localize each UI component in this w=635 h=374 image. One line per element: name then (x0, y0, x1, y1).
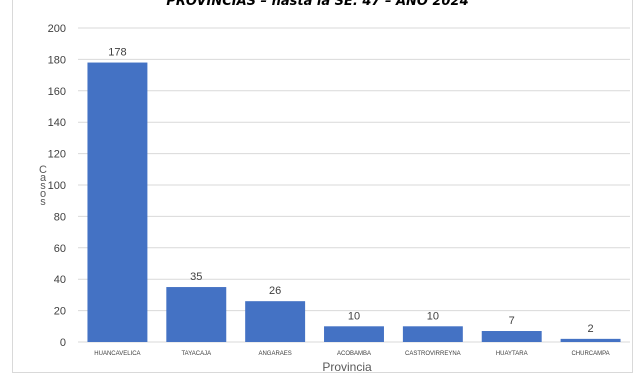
bar (166, 287, 227, 342)
y-axis-label-letter: a (40, 172, 47, 184)
x-tick-label: HUANCAVELICA (94, 351, 140, 357)
y-axis-label-letter: s (40, 196, 46, 208)
x-tick-label: TAYACAJA (181, 351, 211, 357)
y-axis-label-letter: s (40, 180, 46, 192)
bar (87, 62, 148, 342)
data-label: 2 (588, 323, 594, 335)
x-tick-label: CHURCAMPA (571, 351, 609, 357)
y-tick-label: 80 (54, 211, 66, 223)
gridlines (78, 27, 630, 343)
y-tick-label: 180 (48, 54, 66, 66)
data-labels: 178 35 26 10 10 7 2 (108, 47, 593, 335)
x-axis-ticks: HUANCAVELICA TAYACAJA ANGARAES ACOBAMBA CAST… (94, 351, 609, 357)
bar (402, 326, 463, 342)
y-tick-label: 140 (48, 117, 66, 129)
y-tick-label: 100 (48, 180, 66, 192)
y-tick-label: 60 (54, 243, 66, 255)
x-tick-label: ACOBAMBA (337, 351, 371, 357)
y-tick-label: 160 (48, 86, 66, 98)
x-tick-label: CASTROVIRREYNA (405, 351, 461, 357)
bars (87, 62, 621, 342)
data-label: 10 (348, 310, 360, 322)
bar (245, 301, 306, 342)
x-tick-label: ANGARAES (258, 351, 291, 357)
y-tick-label: 40 (54, 274, 66, 286)
chart-frame (12, 0, 633, 373)
bar (481, 331, 542, 342)
x-axis-label: Provincia (322, 360, 372, 374)
x-tick-label: HUAYTARA (496, 351, 528, 357)
bar (324, 326, 384, 342)
y-axis-label-letter: C (39, 164, 47, 176)
y-tick-label: 0 (60, 337, 66, 349)
y-tick-label: 20 (54, 306, 66, 318)
data-label: 7 (509, 315, 515, 327)
y-tick-label: 200 (48, 23, 66, 35)
bar (560, 338, 621, 342)
data-label: 26 (269, 285, 281, 297)
chart-title: PROVINCIAS – hasta la SE. 47 – AÑO 2024 (166, 0, 469, 9)
data-label: 178 (108, 47, 126, 59)
y-axis-ticks: 0 20 40 60 80 100 120 140 160 180 200 (48, 23, 66, 349)
data-label: 10 (427, 310, 439, 322)
y-axis-label-letter: o (40, 188, 46, 200)
y-tick-label: 120 (48, 149, 66, 161)
data-label: 35 (190, 271, 202, 283)
